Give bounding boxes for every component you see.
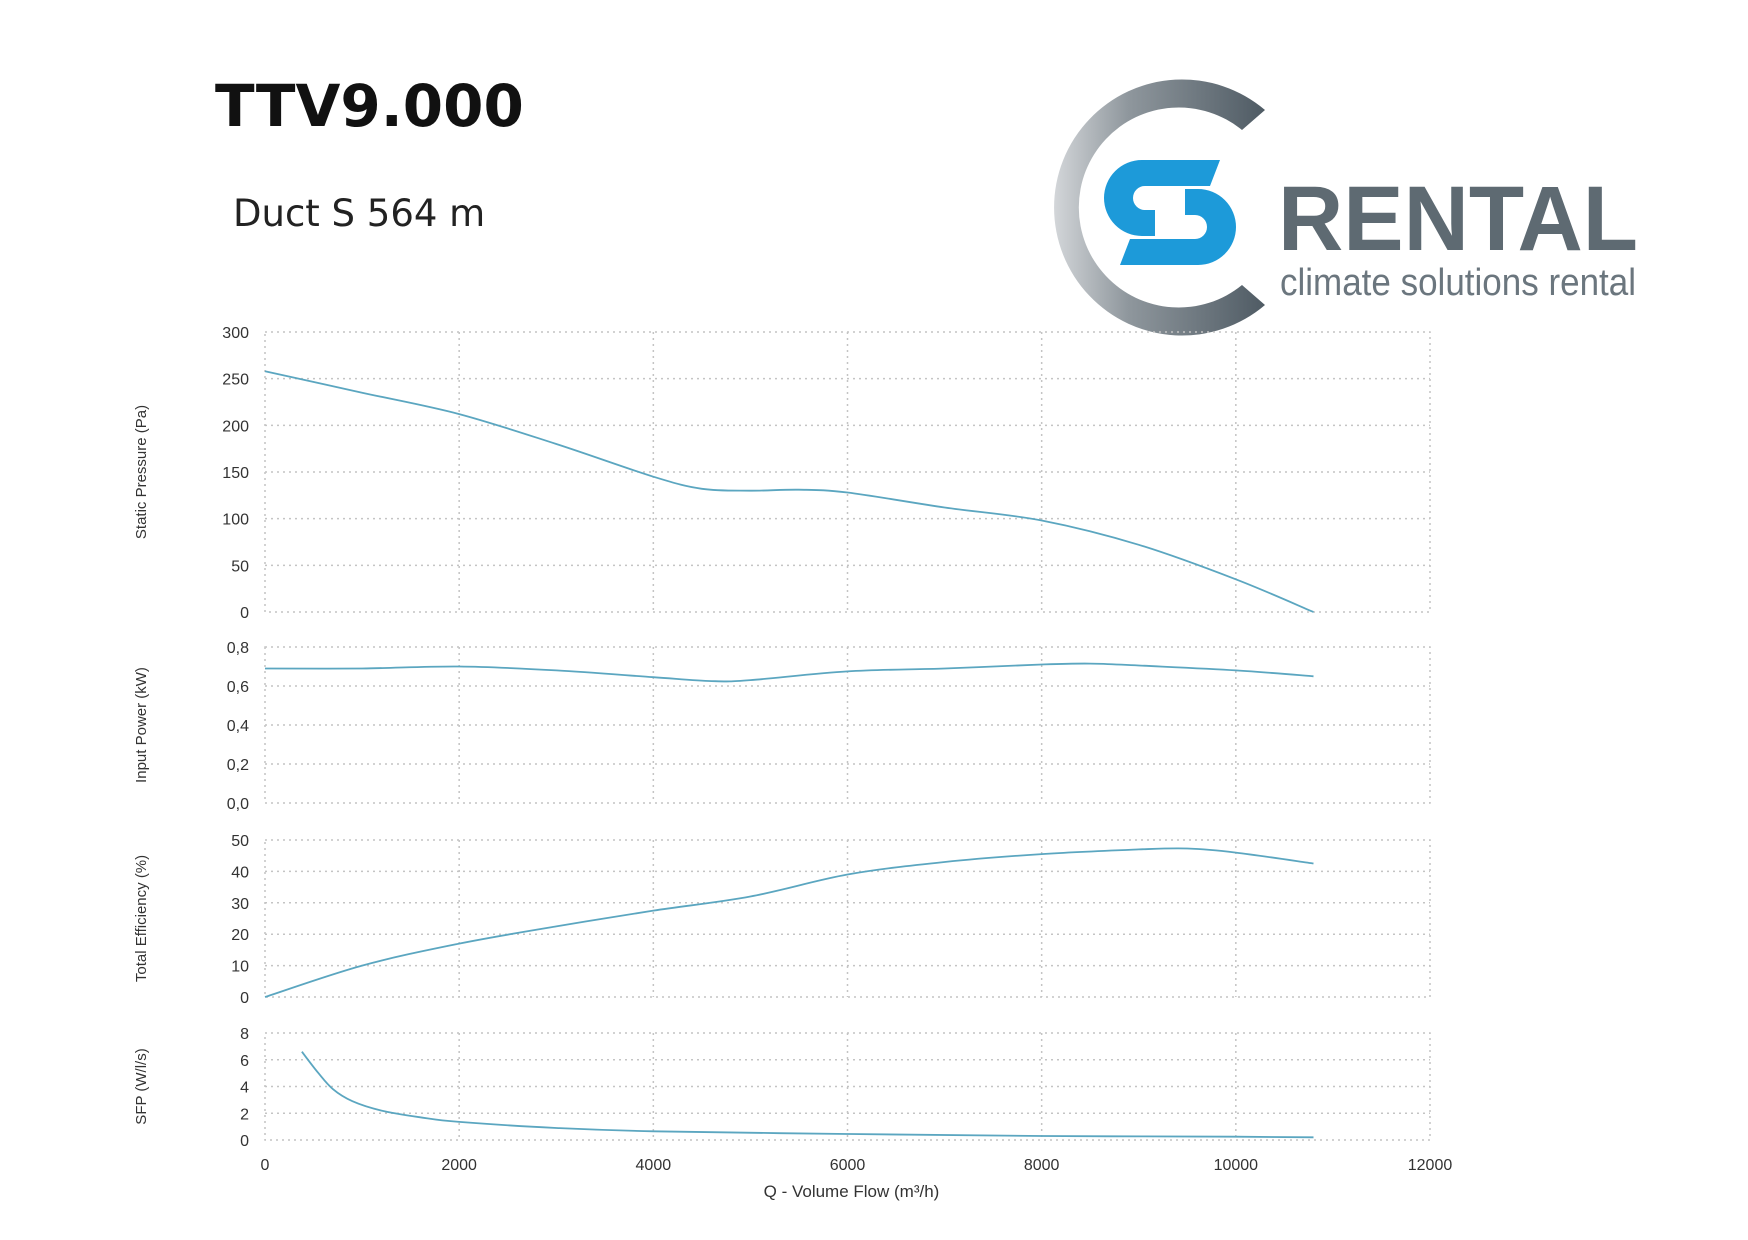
series-line-sfp-w-l-s — [301, 1051, 1314, 1139]
chart-sfp-w-l-s: 0 2 4 6 8 SFP (W/l/s) 0 2000 4000 6000 8000 10000 12… — [133, 1026, 1452, 1201]
y-axis-label: Total Efficiency (%) — [133, 855, 150, 982]
chart-total-efficiency: 0 10 20 30 40 50 Total Efficiency (%) — [133, 833, 1431, 1007]
chart-input-power-kw: 0,0 0,2 0,4 0,6 0,8 Input Power (kW) — [133, 640, 1431, 813]
y-tick-label: 0,2 — [227, 757, 249, 774]
y-tick-label: 20 — [231, 927, 249, 944]
x-tick-label: 12000 — [1408, 1157, 1453, 1174]
y-tick-label: 0,6 — [227, 679, 249, 696]
y-axis-label: Input Power (kW) — [133, 667, 150, 783]
y-axis-label: SFP (W/l/s) — [133, 1048, 150, 1124]
x-tick-label: 2000 — [441, 1157, 477, 1174]
x-tick-label: 6000 — [830, 1157, 866, 1174]
y-tick-label: 0,8 — [227, 640, 249, 657]
y-tick-label: 200 — [222, 418, 249, 435]
series-line-static-pressure-pa — [264, 370, 1314, 613]
y-tick-label: 6 — [240, 1053, 249, 1070]
y-tick-label: 300 — [222, 325, 249, 342]
y-tick-label: 250 — [222, 372, 249, 389]
y-tick-label: 0,4 — [227, 718, 249, 735]
logo-arc-icon — [1054, 79, 1265, 336]
page-subtitle: Duct S 564 m — [233, 192, 486, 235]
rental-logo: RENTAL climate solutions rental — [1054, 79, 1638, 336]
x-tick-label: 8000 — [1024, 1157, 1060, 1174]
x-tick-label: 10000 — [1214, 1157, 1259, 1174]
y-tick-label: 10 — [231, 959, 249, 976]
y-tick-label: 40 — [231, 864, 249, 881]
y-tick-label: 4 — [240, 1080, 249, 1097]
y-tick-label: 8 — [240, 1026, 249, 1043]
x-axis-label: Q - Volume Flow (m³/h) — [764, 1182, 940, 1201]
y-tick-label: 100 — [222, 512, 249, 529]
logo-tagline-text: climate solutions rental — [1280, 262, 1636, 304]
logo-brand-text: RENTAL — [1278, 168, 1638, 270]
y-axis-label: Static Pressure (Pa) — [133, 405, 150, 539]
logo-s-icon — [1104, 160, 1236, 265]
y-tick-label: 0,0 — [227, 796, 249, 813]
y-tick-label: 30 — [231, 896, 249, 913]
y-tick-label: 150 — [222, 465, 249, 482]
y-tick-label: 0 — [240, 990, 249, 1007]
series-line-input-power-kw — [264, 662, 1314, 683]
series-line-total-efficiency — [264, 847, 1314, 998]
y-tick-label: 0 — [240, 605, 249, 622]
y-tick-label: 2 — [240, 1106, 249, 1123]
y-tick-label: 0 — [240, 1133, 249, 1150]
x-tick-label: 4000 — [636, 1157, 672, 1174]
chart-static-pressure-pa: 0 50 100 150 200 250 300 Static Pressure (Pa) — [133, 325, 1431, 622]
y-tick-label: 50 — [231, 833, 249, 850]
y-tick-label: 50 — [231, 558, 249, 575]
page-title: TTV9.000 — [215, 72, 524, 140]
x-tick-label: 0 — [261, 1157, 270, 1174]
